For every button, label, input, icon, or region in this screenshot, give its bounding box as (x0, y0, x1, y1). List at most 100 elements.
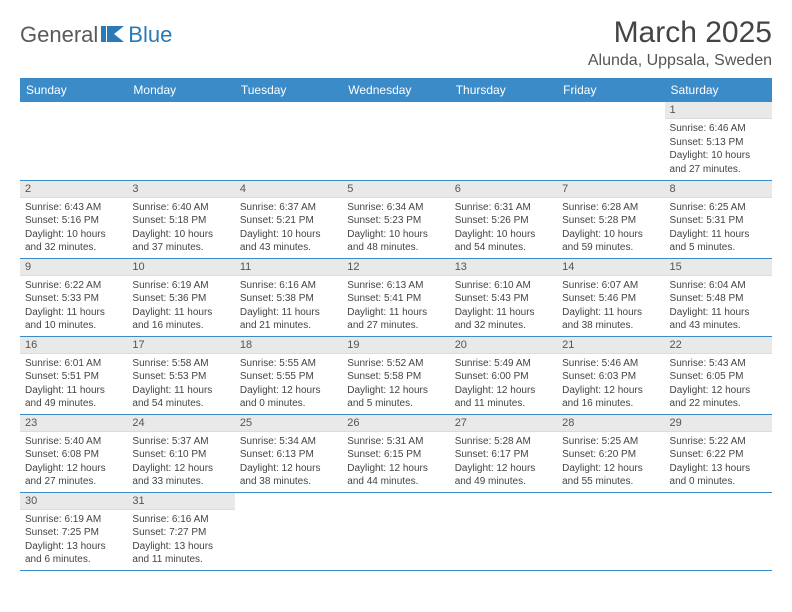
day-content: Sunrise: 6:31 AMSunset: 5:26 PMDaylight:… (450, 198, 557, 258)
daylight-line: Daylight: 13 hours (25, 540, 122, 554)
sunrise-line: Sunrise: 6:13 AM (347, 279, 444, 293)
sunrise-line: Sunrise: 5:22 AM (670, 435, 767, 449)
sunrise-line: Sunrise: 6:43 AM (25, 201, 122, 215)
daylight-line: Daylight: 10 hours (25, 228, 122, 242)
flag-icon (100, 24, 126, 47)
day-content: Sunrise: 6:28 AMSunset: 5:28 PMDaylight:… (557, 198, 664, 258)
day-number: 31 (127, 493, 234, 510)
day-content: Sunrise: 5:46 AMSunset: 6:03 PMDaylight:… (557, 354, 664, 414)
day-number: 8 (665, 181, 772, 198)
day-content: Sunrise: 5:28 AMSunset: 6:17 PMDaylight:… (450, 432, 557, 492)
calendar-cell: 3Sunrise: 6:40 AMSunset: 5:18 PMDaylight… (127, 180, 234, 258)
daylight-line: and 32 minutes. (455, 319, 552, 333)
sunset-line: Sunset: 6:03 PM (562, 370, 659, 384)
sunrise-line: Sunrise: 5:46 AM (562, 357, 659, 371)
daylight-line: and 49 minutes. (25, 397, 122, 411)
calendar-cell: 4Sunrise: 6:37 AMSunset: 5:21 PMDaylight… (235, 180, 342, 258)
day-content: Sunrise: 5:49 AMSunset: 6:00 PMDaylight:… (450, 354, 557, 414)
sunrise-line: Sunrise: 6:28 AM (562, 201, 659, 215)
day-content: Sunrise: 5:55 AMSunset: 5:55 PMDaylight:… (235, 354, 342, 414)
sunset-line: Sunset: 5:28 PM (562, 214, 659, 228)
daylight-line: Daylight: 12 hours (25, 462, 122, 476)
daylight-line: Daylight: 12 hours (347, 462, 444, 476)
sunset-line: Sunset: 6:00 PM (455, 370, 552, 384)
daylight-line: Daylight: 10 hours (670, 149, 767, 163)
day-number: 5 (342, 181, 449, 198)
sunrise-line: Sunrise: 6:25 AM (670, 201, 767, 215)
daylight-line: and 55 minutes. (562, 475, 659, 489)
day-content: Sunrise: 6:25 AMSunset: 5:31 PMDaylight:… (665, 198, 772, 258)
calendar-cell: 13Sunrise: 6:10 AMSunset: 5:43 PMDayligh… (450, 258, 557, 336)
day-content: Sunrise: 5:25 AMSunset: 6:20 PMDaylight:… (557, 432, 664, 492)
sunset-line: Sunset: 5:51 PM (25, 370, 122, 384)
day-number: 15 (665, 259, 772, 276)
day-content: Sunrise: 5:31 AMSunset: 6:15 PMDaylight:… (342, 432, 449, 492)
day-content: Sunrise: 6:07 AMSunset: 5:46 PMDaylight:… (557, 276, 664, 336)
daylight-line: and 49 minutes. (455, 475, 552, 489)
calendar-cell (235, 102, 342, 180)
day-number: 19 (342, 337, 449, 354)
day-number: 9 (20, 259, 127, 276)
daylight-line: Daylight: 12 hours (455, 462, 552, 476)
sunrise-line: Sunrise: 5:31 AM (347, 435, 444, 449)
calendar-cell (450, 492, 557, 570)
sunrise-line: Sunrise: 6:16 AM (240, 279, 337, 293)
sunrise-line: Sunrise: 5:49 AM (455, 357, 552, 371)
day-number: 6 (450, 181, 557, 198)
calendar-cell (20, 102, 127, 180)
weekday-header: Thursday (450, 78, 557, 102)
calendar-head: SundayMondayTuesdayWednesdayThursdayFrid… (20, 78, 772, 102)
weekday-header: Monday (127, 78, 234, 102)
day-number: 4 (235, 181, 342, 198)
daylight-line: and 10 minutes. (25, 319, 122, 333)
daylight-line: and 5 minutes. (347, 397, 444, 411)
daylight-line: and 48 minutes. (347, 241, 444, 255)
daylight-line: Daylight: 10 hours (455, 228, 552, 242)
daylight-line: Daylight: 10 hours (132, 228, 229, 242)
sunset-line: Sunset: 6:20 PM (562, 448, 659, 462)
logo-text-general: General (20, 22, 98, 48)
daylight-line: Daylight: 12 hours (240, 462, 337, 476)
daylight-line: Daylight: 13 hours (132, 540, 229, 554)
day-number: 29 (665, 415, 772, 432)
daylight-line: and 38 minutes. (562, 319, 659, 333)
sunrise-line: Sunrise: 6:22 AM (25, 279, 122, 293)
daylight-line: Daylight: 10 hours (562, 228, 659, 242)
calendar-cell: 20Sunrise: 5:49 AMSunset: 6:00 PMDayligh… (450, 336, 557, 414)
calendar-row: 30Sunrise: 6:19 AMSunset: 7:25 PMDayligh… (20, 492, 772, 570)
sunset-line: Sunset: 5:55 PM (240, 370, 337, 384)
sunset-line: Sunset: 5:23 PM (347, 214, 444, 228)
day-content: Sunrise: 5:52 AMSunset: 5:58 PMDaylight:… (342, 354, 449, 414)
sunset-line: Sunset: 5:41 PM (347, 292, 444, 306)
daylight-line: and 59 minutes. (562, 241, 659, 255)
calendar-row: 23Sunrise: 5:40 AMSunset: 6:08 PMDayligh… (20, 414, 772, 492)
sunset-line: Sunset: 5:48 PM (670, 292, 767, 306)
daylight-line: Daylight: 11 hours (25, 306, 122, 320)
sunrise-line: Sunrise: 5:34 AM (240, 435, 337, 449)
daylight-line: and 11 minutes. (132, 553, 229, 567)
daylight-line: and 38 minutes. (240, 475, 337, 489)
sunrise-line: Sunrise: 6:01 AM (25, 357, 122, 371)
daylight-line: and 27 minutes. (25, 475, 122, 489)
day-content: Sunrise: 5:22 AMSunset: 6:22 PMDaylight:… (665, 432, 772, 492)
daylight-line: and 43 minutes. (240, 241, 337, 255)
daylight-line: and 32 minutes. (25, 241, 122, 255)
calendar-cell: 22Sunrise: 5:43 AMSunset: 6:05 PMDayligh… (665, 336, 772, 414)
sunset-line: Sunset: 6:10 PM (132, 448, 229, 462)
calendar-cell (557, 492, 664, 570)
header: General Blue March 2025 Alunda, Uppsala,… (20, 16, 772, 70)
calendar-row: 9Sunrise: 6:22 AMSunset: 5:33 PMDaylight… (20, 258, 772, 336)
daylight-line: Daylight: 11 hours (455, 306, 552, 320)
daylight-line: Daylight: 11 hours (132, 306, 229, 320)
day-number: 1 (665, 102, 772, 119)
sunset-line: Sunset: 5:18 PM (132, 214, 229, 228)
sunset-line: Sunset: 6:22 PM (670, 448, 767, 462)
sunrise-line: Sunrise: 5:43 AM (670, 357, 767, 371)
calendar-cell: 27Sunrise: 5:28 AMSunset: 6:17 PMDayligh… (450, 414, 557, 492)
daylight-line: and 33 minutes. (132, 475, 229, 489)
daylight-line: and 21 minutes. (240, 319, 337, 333)
day-number: 16 (20, 337, 127, 354)
day-number: 17 (127, 337, 234, 354)
daylight-line: and 27 minutes. (670, 163, 767, 177)
calendar-cell: 23Sunrise: 5:40 AMSunset: 6:08 PMDayligh… (20, 414, 127, 492)
